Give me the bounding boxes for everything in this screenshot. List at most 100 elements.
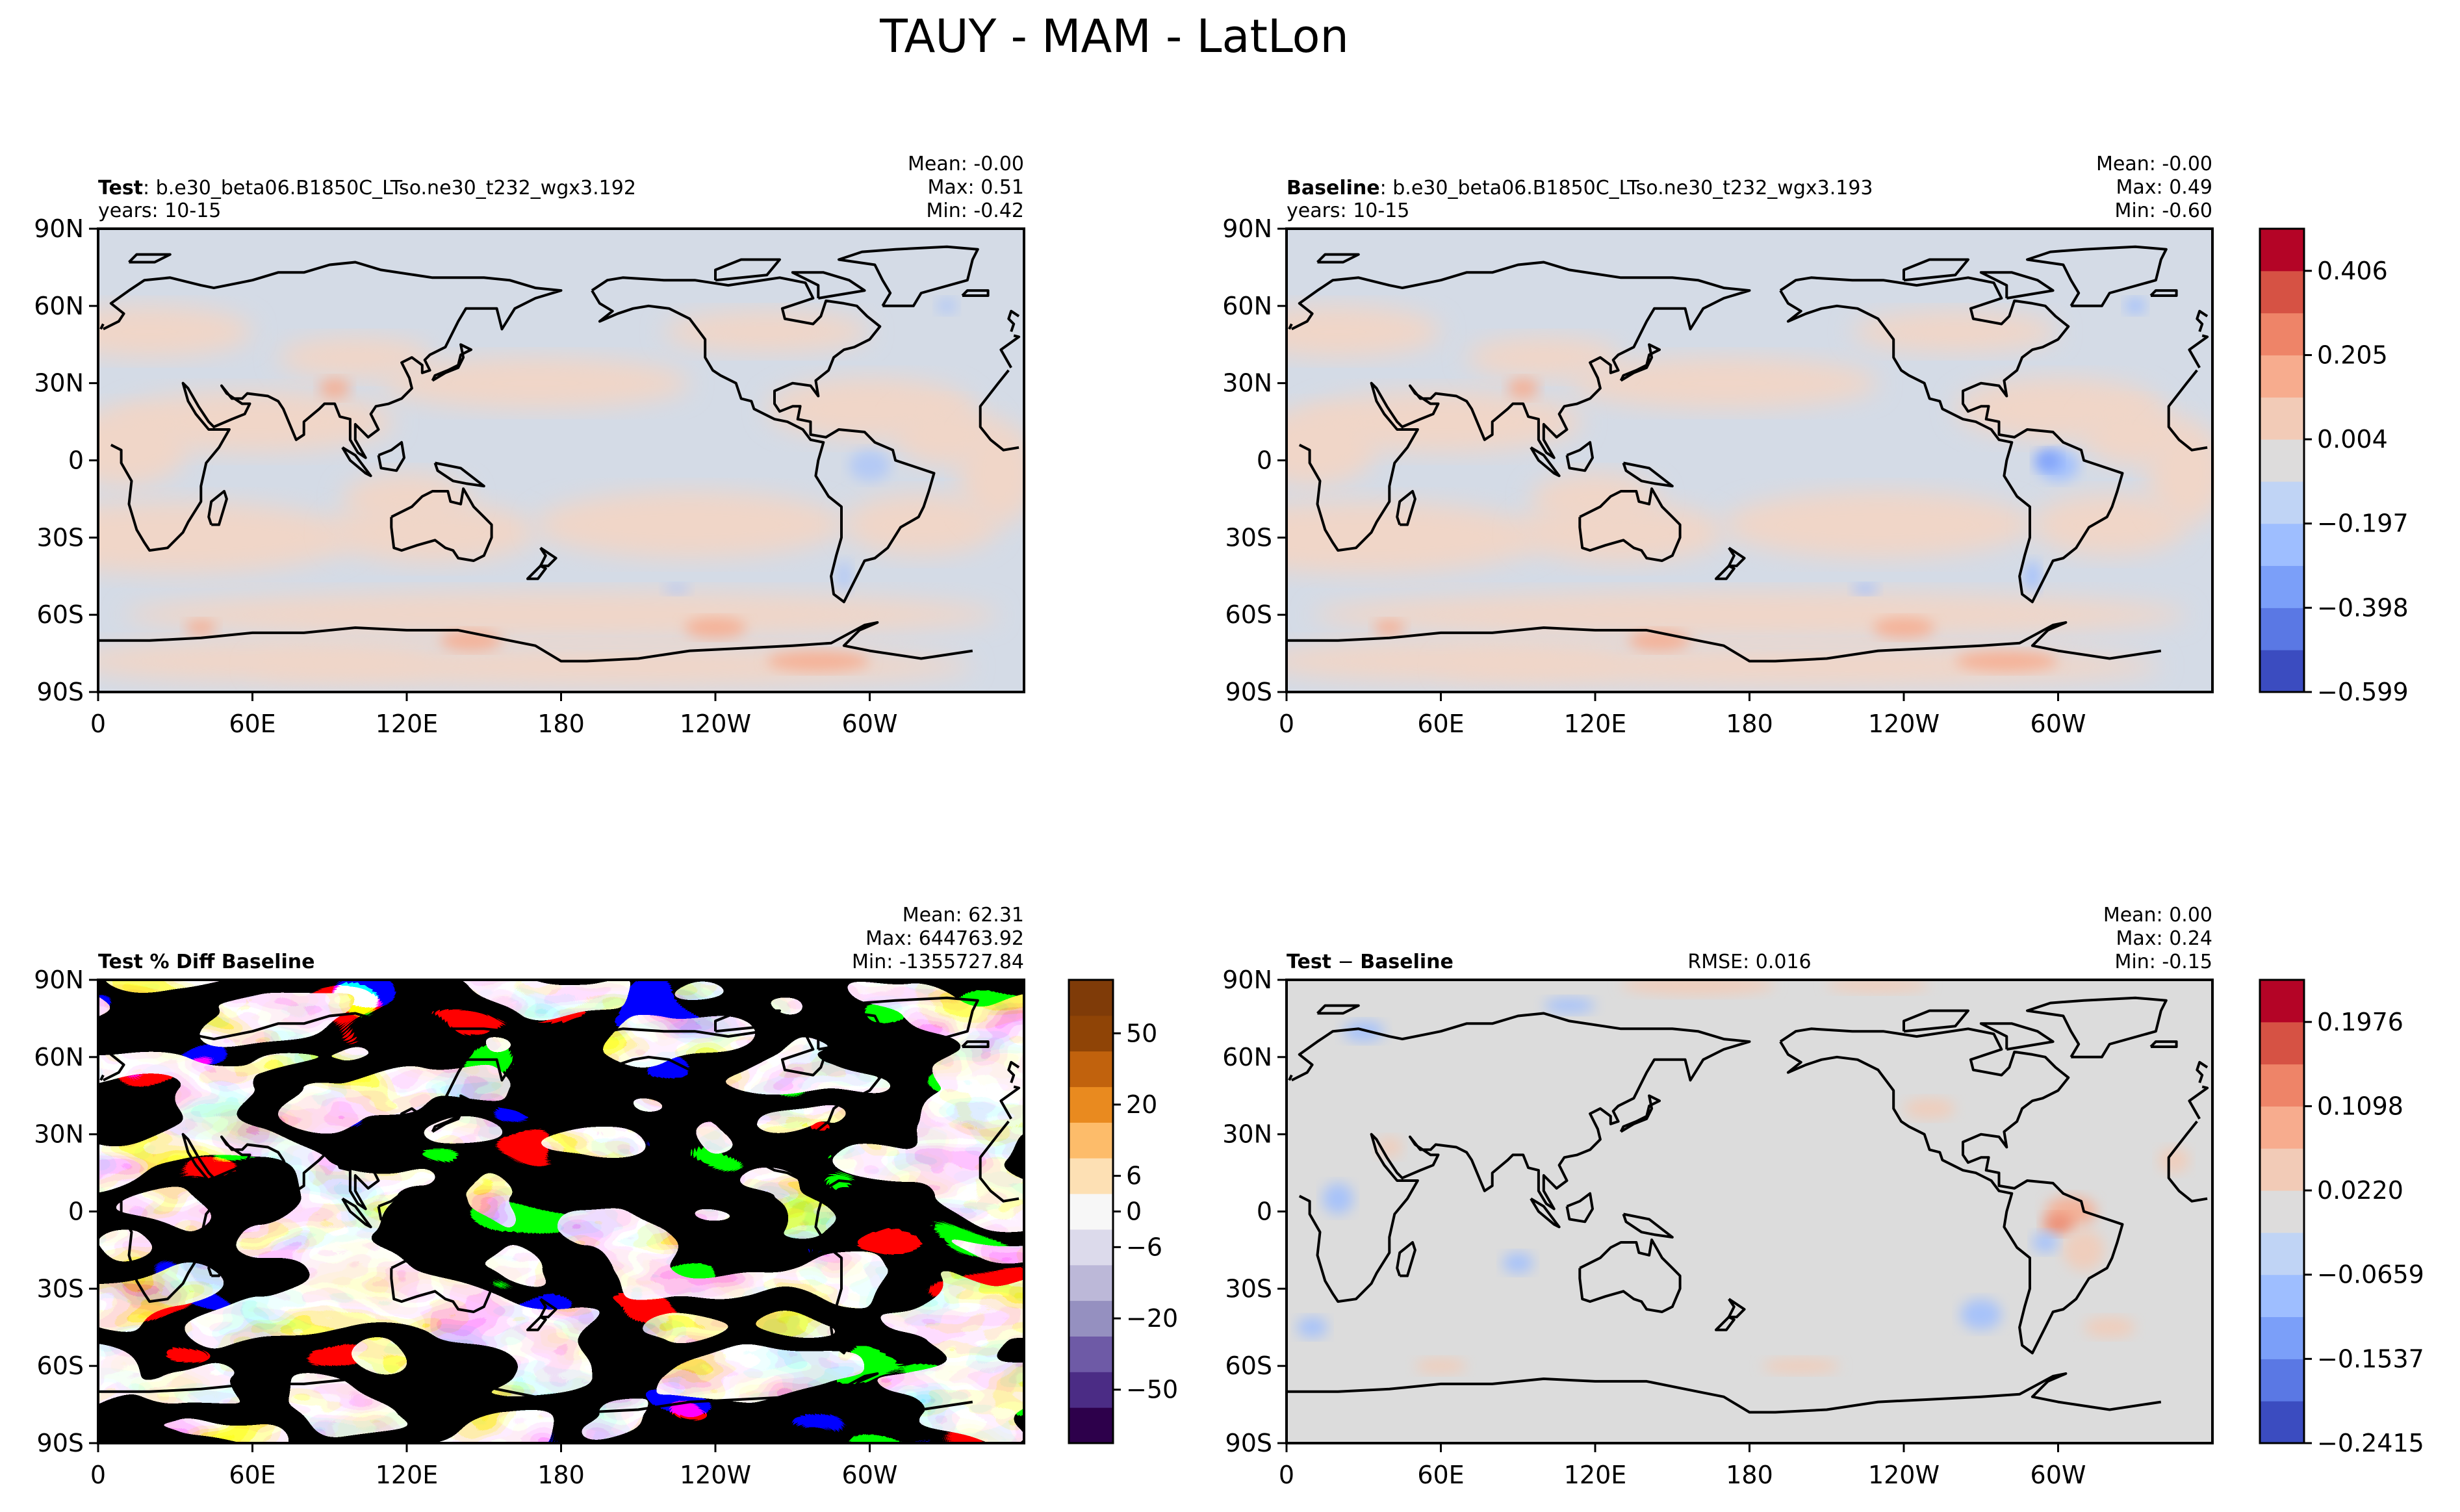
x-tick-label: 0	[1279, 710, 1294, 738]
coastline-madagascar	[1396, 1241, 1416, 1277]
coastline-iceland	[2149, 1040, 2178, 1048]
field-region	[2084, 1316, 2136, 1338]
field-region	[252, 645, 973, 687]
coastline-nz2	[526, 1316, 547, 1331]
field-region	[936, 298, 958, 314]
y-tick-label: 90N	[34, 214, 84, 243]
colorbar-tick-label: 0.1098	[2317, 1092, 2403, 1120]
field-region	[1287, 305, 1441, 358]
coastline-nz2	[1715, 565, 1736, 580]
y-tick-label: 30N	[34, 369, 84, 398]
colorbar-segment	[2260, 397, 2304, 440]
colorbar-segment	[2260, 650, 2304, 693]
colorbar-segment	[1069, 1158, 1113, 1194]
y-axis: 90N 60N 30N 0 30S 60S 90S	[34, 214, 98, 706]
coastline-greenland	[838, 996, 979, 1058]
field-region	[1543, 997, 1595, 1014]
colorbar: 0.406 0.205 0.004 −0.197 −0.398 −0.599	[2259, 227, 2409, 706]
field-region	[1287, 501, 1544, 574]
colorbar-tick-label: −0.1537	[2317, 1344, 2424, 1373]
colorbar-tick-label: 0.406	[2317, 257, 2388, 285]
field-region	[319, 378, 350, 399]
panel-diff: 0 60E 120E 180 120W 60W 90N 60N 30N 0 30S 60S 90S Tes…	[1222, 904, 2424, 1489]
coastline-newguinea	[433, 1212, 485, 1239]
field-region	[1852, 583, 1878, 595]
colorbar-segment	[1069, 1194, 1113, 1230]
coastline-americas	[591, 1027, 936, 1355]
x-tick-label: 0	[90, 710, 106, 738]
coastline-sumatra	[341, 446, 372, 478]
panel-subtitle: years: 10-15	[1287, 199, 1409, 222]
coastline-australia	[1578, 487, 1682, 562]
colorbar-segment	[1069, 1407, 1113, 1444]
coastline-antarctica	[1287, 621, 2162, 663]
field-region	[1852, 311, 2058, 353]
colorbar-segment	[2260, 439, 2304, 482]
colorbar-segment	[2260, 355, 2304, 398]
colorbar-tick-label: 0.0220	[2317, 1176, 2403, 1205]
field-region	[2032, 493, 2187, 556]
field-region	[1531, 473, 1659, 525]
stat-label: Min: -1355727.84	[852, 951, 1024, 973]
coastline-japan	[431, 1094, 472, 1133]
coastline-nz	[539, 546, 557, 567]
colorbar-tick-label: −50	[1126, 1376, 1178, 1404]
colorbar-tick-label: −6	[1126, 1233, 1162, 1261]
y-tick-label: 30S	[37, 523, 84, 552]
field-region	[2042, 1214, 2074, 1235]
colorbar-frame	[2259, 979, 2305, 1444]
colorbar-tick-label: −0.2415	[2317, 1429, 2424, 1457]
map-area	[98, 980, 1024, 1443]
field-region	[1415, 1358, 1467, 1374]
field-region	[1507, 378, 1539, 399]
field-region	[1441, 645, 2161, 687]
coastline-svalbard	[128, 1004, 172, 1015]
coastline-baffin	[791, 1022, 866, 1051]
y-tick-label: 60N	[1222, 1043, 1272, 1071]
colorbar: 0.1976 0.1098 0.0220 −0.0659 −0.1537 −0.2415	[2259, 979, 2424, 1457]
y-tick-label: 0	[68, 446, 84, 475]
map-area	[1287, 980, 2212, 1443]
coastline-nz	[1727, 546, 1746, 567]
colorbar-tick-label: −0.197	[2317, 509, 2409, 538]
stat-label: Mean: 62.31	[903, 904, 1024, 927]
x-tick-label: 60E	[229, 1461, 275, 1489]
y-axis: 90N 60N 30N 0 30S 60S 90S	[1222, 214, 1287, 706]
colorbar-tick-label: 0.205	[2317, 340, 2388, 369]
panel-title: Test % Diff Baseline	[98, 951, 315, 973]
x-axis: 0 60E 120E 180 120W 60W	[1279, 692, 2086, 738]
x-tick-label: 0	[1279, 1461, 1294, 1489]
coastlines	[1287, 996, 2207, 1414]
figure-title: TAUY - MAM - LatLon	[879, 10, 1349, 63]
x-tick-label: 180	[537, 710, 585, 738]
y-tick-label: 30S	[1225, 1274, 1272, 1303]
colorbar-tick-label: −0.398	[2317, 593, 2409, 622]
coastline-sumatra	[341, 1197, 372, 1229]
colorbar-segment	[2260, 1021, 2304, 1065]
panel-title-rest: : b.e30_beta06.B1850C_LTso.ne30_t232_wgx…	[1380, 177, 1873, 199]
field-region	[663, 311, 870, 353]
colorbar-frame	[2259, 227, 2305, 693]
colorbar-segment	[2260, 565, 2304, 608]
coastline-americas	[1779, 1027, 2124, 1355]
field-region	[843, 493, 999, 556]
field-region	[1873, 617, 1935, 638]
field-region	[684, 617, 747, 638]
coastline-newguinea	[1622, 461, 1674, 488]
panel-test: 0 60E 120E 180 120W 60W 90N 60N 30N 0 30S 60S 90S Tes…	[34, 153, 1026, 738]
y-tick-label: 0	[68, 1198, 84, 1226]
stat-label: Mean: -0.00	[2096, 153, 2212, 175]
field-region	[1904, 1098, 1956, 1119]
coastline-australia	[390, 1238, 493, 1313]
field-region	[98, 409, 188, 487]
field-region	[185, 620, 217, 635]
field-region	[1955, 650, 2058, 672]
coastline-iceland	[961, 1040, 990, 1048]
panel-title: Test: b.e30_beta06.B1850C_LTso.ne30_t232…	[98, 177, 636, 199]
y-tick-label: 90N	[34, 966, 84, 994]
coastline-borneo	[377, 441, 405, 472]
y-tick-label: 60S	[37, 1352, 84, 1380]
stat-label: Min: -0.15	[2115, 951, 2213, 973]
field-region	[1322, 1183, 1353, 1214]
